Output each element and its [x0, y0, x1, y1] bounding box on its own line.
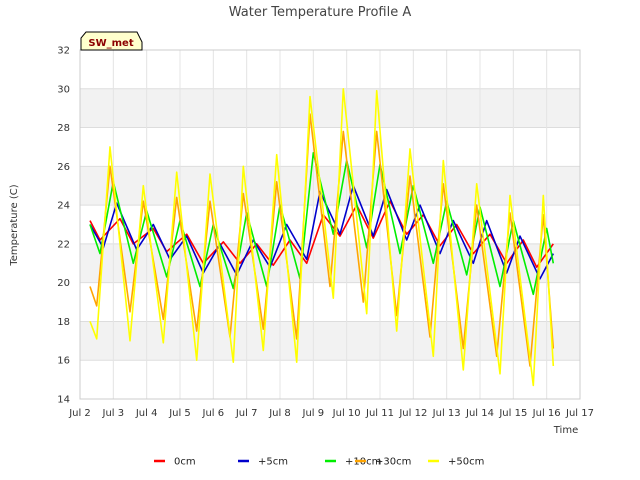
- plot-band: [80, 166, 580, 206]
- series-line-30cm: [89, 113, 555, 367]
- x-tick-label: Jul 5: [168, 408, 191, 419]
- x-tick-label: Jul 3: [102, 408, 125, 419]
- legend-item: 0cm: [154, 457, 196, 468]
- x-tick-label: Jul 7: [235, 408, 258, 419]
- legend-item: +30cm: [355, 457, 411, 468]
- y-tick-label: 22: [57, 239, 70, 250]
- site-tag: SW_met: [80, 31, 143, 51]
- site-tag-label: SW_met: [88, 38, 133, 49]
- legend-label: +30cm: [375, 457, 411, 468]
- y-tick-labels: 14 16 18 20 22 24 26 28 30 32: [57, 46, 70, 406]
- y-tick-label: 32: [57, 46, 70, 57]
- plot-frame: [79, 49, 581, 400]
- plot-band: [80, 88, 580, 128]
- x-tick-label: Jul 14: [465, 408, 494, 419]
- x-tick-label: Jul 16: [532, 408, 561, 419]
- x-tick-label: Jul 4: [135, 408, 158, 419]
- x-tick-labels: Jul 2 Jul 3 Jul 4 Jul 5 Jul 6 Jul 7 Jul 8 Jul 9…: [68, 408, 594, 419]
- series-lines: [89, 88, 555, 387]
- x-tick-label: Jul 2: [68, 408, 91, 419]
- y-tick-label: 20: [57, 278, 70, 289]
- x-tick-label: Jul 8: [268, 408, 291, 419]
- legend-label: +50cm: [448, 457, 484, 468]
- series-line-10cm: [89, 152, 555, 296]
- legend-item: +50cm: [428, 457, 484, 468]
- x-axis-label: Time: [553, 425, 578, 436]
- x-tick-label: Jul 6: [202, 408, 225, 419]
- y-tick-label: 16: [57, 356, 70, 367]
- x-tick-label: Jul 11: [365, 408, 394, 419]
- legend: 0cm+5cm+10cm+30cm+50cm: [154, 457, 484, 468]
- chart-title: Water Temperature Profile A: [229, 5, 412, 20]
- x-tick-label: Jul 15: [498, 408, 527, 419]
- x-tick-label: Jul 10: [332, 408, 361, 419]
- y-tick-label: 14: [57, 395, 70, 406]
- x-tick-label: Jul 13: [432, 408, 461, 419]
- x-tick-label: Jul 9: [302, 408, 325, 419]
- x-tick-label: Jul 12: [398, 408, 427, 419]
- y-tick-label: 28: [57, 123, 70, 134]
- site-tag-box: [80, 31, 143, 51]
- series-line-5cm: [89, 184, 555, 280]
- y-tick-label: 30: [57, 84, 70, 95]
- legend-label: 0cm: [174, 457, 196, 468]
- series-line-50cm: [89, 88, 555, 387]
- y-tick-label: 24: [57, 201, 70, 212]
- plot-band: [80, 321, 580, 361]
- y-tick-label: 18: [57, 317, 70, 328]
- y-tick-label: 26: [57, 162, 70, 173]
- legend-label: +5cm: [258, 457, 288, 468]
- x-tick-label: Jul 17: [565, 408, 594, 419]
- y-axis-label: Temperature (C): [9, 184, 20, 266]
- legend-item: +5cm: [238, 457, 288, 468]
